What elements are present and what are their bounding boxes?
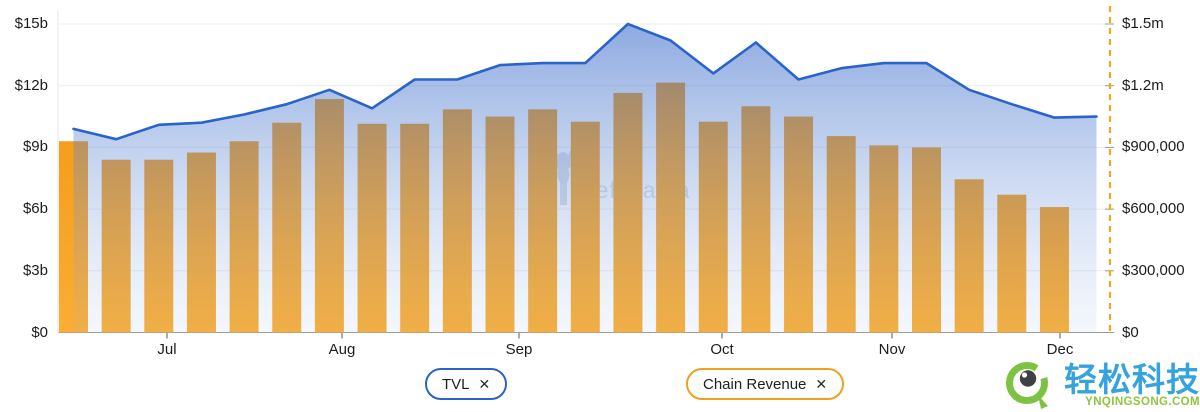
logo-domain: YNQINGSONG.COM (1085, 396, 1200, 409)
left-axis-label: $3b (22, 261, 48, 279)
right-axis-label: $0 (1122, 323, 1139, 341)
legend-chip-tvl[interactable]: TVL ✕ (425, 368, 508, 400)
month-label-nov: Nov (878, 341, 906, 358)
month-label-jul: Jul (157, 341, 177, 358)
month-label-oct: Oct (710, 341, 734, 358)
legend-chip-tvl-label: TVL (442, 375, 470, 393)
site-logo: 轻松科技 YNQINGSONG.COM (996, 360, 1200, 412)
right-axis-label: $300,000 (1122, 261, 1185, 279)
legend-chip-chain-revenue[interactable]: Chain Revenue ✕ (686, 368, 845, 400)
month-label-sep: Sep (505, 341, 533, 358)
month-label-aug: Aug (328, 341, 356, 358)
eye-q-logo-icon (1006, 362, 1058, 409)
left-axis-label: $15b (14, 15, 48, 32)
right-axis-label: $600,000 (1122, 200, 1185, 218)
left-axis-label: $9b (22, 138, 48, 156)
left-axis-label: $12b (14, 76, 48, 94)
tvl-area (73, 24, 1097, 333)
legend-chip-chain-revenue-label: Chain Revenue (703, 375, 807, 393)
right-axis-label: $900,000 (1122, 138, 1185, 156)
close-icon[interactable]: ✕ (478, 375, 491, 392)
right-axis-label: $1.2m (1122, 76, 1164, 94)
left-axis-label: $6b (22, 200, 48, 218)
right-axis-label: $1.5m (1122, 15, 1164, 32)
tvl-revenue-chart[interactable]: DefiLlama (0, 0, 1200, 362)
tvl-line[interactable] (72, 22, 1098, 141)
left-axis-label: $0 (31, 323, 48, 341)
month-label-dec: Dec (1046, 341, 1074, 358)
close-icon[interactable]: ✕ (815, 375, 828, 392)
logo-company-name: 轻松科技 (1064, 361, 1200, 399)
